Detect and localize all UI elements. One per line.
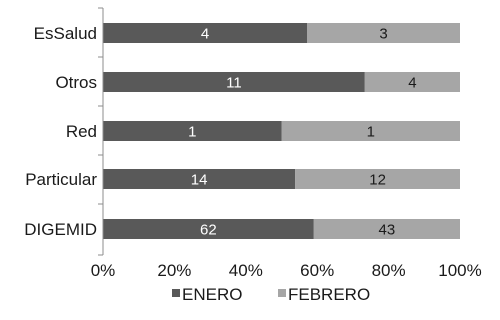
data-label-febrero-red: 1 [367, 124, 375, 141]
bar-enero-otros [103, 72, 365, 92]
data-label-febrero-digemid: 43 [379, 222, 396, 239]
data-label-enero-red: 1 [188, 124, 196, 141]
bar-febrero-essalud [307, 23, 460, 43]
bar-febrero-digemid [313, 219, 460, 239]
data-label-febrero-essalud: 3 [379, 26, 387, 43]
x-tick-label-20-: 20% [157, 261, 191, 280]
category-label-digemid: DIGEMID [24, 220, 97, 239]
bar-enero-digemid [103, 219, 314, 239]
category-label-essalud: EsSalud [34, 24, 97, 43]
x-tick-label-100-: 100% [438, 261, 481, 280]
legend-swatch-enero [172, 289, 180, 297]
bar-febrero-otros [364, 72, 460, 92]
data-label-febrero-particular: 12 [369, 172, 386, 189]
bar-enero-red [103, 121, 282, 141]
data-label-enero-essalud: 4 [201, 26, 209, 43]
bar-febrero-particular [295, 169, 460, 189]
data-label-enero-otros: 11 [226, 75, 242, 92]
bar-febrero-red [281, 121, 460, 141]
axes-group: EsSalud Otros Red Particular DIGEMID 0% 20% 40%… [24, 7, 482, 280]
x-tick-label-60-: 60% [300, 261, 334, 280]
data-label-enero-particular: 14 [191, 172, 208, 189]
data-label-febrero-otros: 4 [408, 75, 416, 92]
category-label-particular: Particular [25, 170, 97, 189]
x-tick-label-40-: 40% [229, 261, 263, 280]
legend-label-enero: ENERO [182, 285, 242, 304]
bar-enero-essalud [103, 23, 307, 43]
data-label-enero-digemid: 62 [200, 222, 217, 239]
x-tick-label-0-: 0% [91, 261, 116, 280]
legend-label-febrero: FEBRERO [288, 285, 370, 304]
legend-swatch-febrero [278, 289, 286, 297]
legend: ENERO FEBRERO [172, 285, 370, 304]
category-label-red: Red [66, 122, 97, 141]
x-tick-label-80-: 80% [372, 261, 406, 280]
category-label-otros: Otros [55, 73, 97, 92]
bar-enero-particular [103, 169, 296, 189]
